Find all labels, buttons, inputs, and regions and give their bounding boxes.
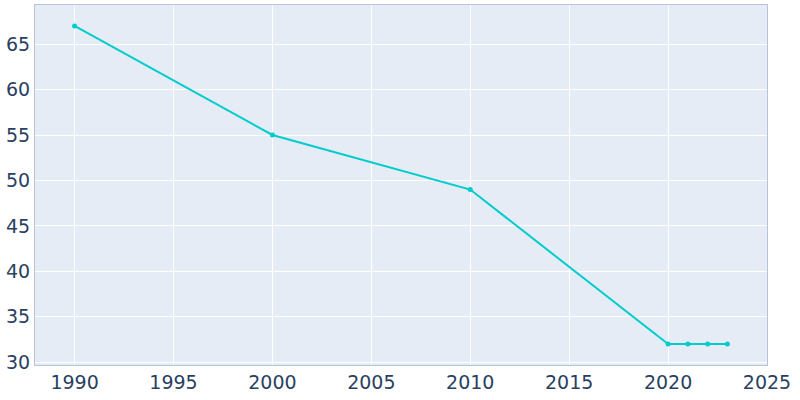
svg-text:2000: 2000 [248, 371, 296, 393]
svg-text:55: 55 [6, 124, 30, 146]
svg-text:30: 30 [6, 351, 30, 373]
svg-text:50: 50 [6, 169, 30, 191]
svg-text:1995: 1995 [149, 371, 197, 393]
svg-text:2025: 2025 [743, 371, 791, 393]
svg-text:60: 60 [6, 78, 30, 100]
svg-text:2020: 2020 [644, 371, 692, 393]
svg-text:35: 35 [6, 305, 30, 327]
svg-text:40: 40 [6, 260, 30, 282]
svg-text:45: 45 [6, 215, 30, 237]
svg-text:1990: 1990 [50, 371, 98, 393]
svg-text:2015: 2015 [545, 371, 593, 393]
svg-text:2010: 2010 [446, 371, 494, 393]
svg-text:65: 65 [6, 33, 30, 55]
svg-text:2005: 2005 [347, 371, 395, 393]
